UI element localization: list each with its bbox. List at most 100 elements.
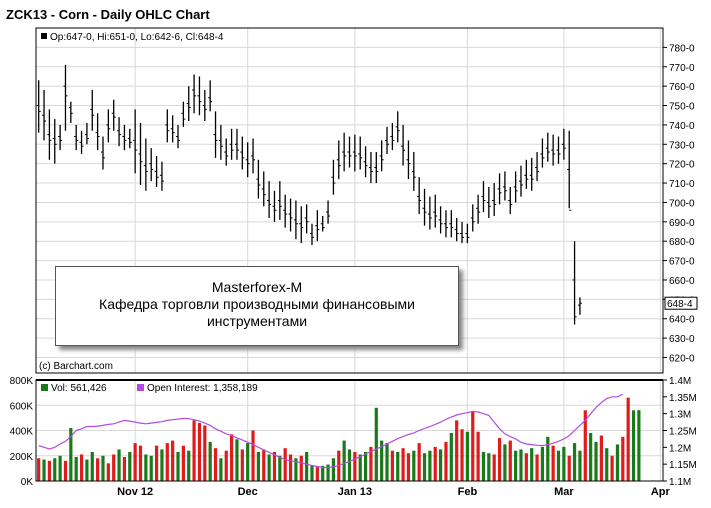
price-tick-label: 780-0 [669,43,695,54]
x-tick-label: Jan 13 [338,486,372,498]
volume-bar [508,440,512,481]
annotation-box: Masterforex-M Кафедра торговли производн… [55,266,459,346]
volume-bar [128,451,132,481]
volume-bar [272,451,277,481]
volume-tick-label: 400K [10,427,34,438]
volume-bar [583,410,587,481]
volume-tick-label: 600K [10,401,34,412]
volume-bar [551,445,555,481]
volume-bar [278,455,282,481]
volume-bar [631,410,636,481]
volume-bar [455,420,459,481]
volume-bar [144,454,148,481]
price-tick-label: 770-0 [669,63,695,74]
volume-bar [610,455,614,481]
volume-bar [492,454,496,481]
volume-bar [138,445,143,481]
volume-bar [69,427,73,481]
last-price-box [664,296,698,310]
volume-bar [476,431,480,481]
volume-bar [305,451,309,481]
volume-bar [385,443,389,481]
annotation-line-1: Masterforex-M [211,279,303,295]
price-tick-label: 660-0 [669,276,695,287]
copyright-label: (c) Barchart.com [39,361,113,372]
x-tick-label: Dec [238,486,258,498]
volume-legend-label: Vol: 561,426 [51,383,107,394]
volume-bar [439,449,443,481]
volume-bar [37,458,41,481]
volume-bar [299,455,303,481]
volume-bar [556,450,561,481]
volume-bar [589,433,593,481]
volume-bar [353,451,357,481]
volume-bar [380,440,384,481]
price-tick-label: 720-0 [669,160,695,171]
volume-bar [417,443,421,481]
volume-bar [219,458,223,481]
volume-bar [181,445,185,481]
volume-bar [187,450,191,481]
volume-bar [578,450,582,481]
volume-bar [567,455,571,481]
volume-bar [213,448,218,481]
volume-bar [96,458,100,481]
volume-bar [283,448,287,481]
volume-bar [267,454,271,481]
price-tick-label: 740-0 [669,121,695,132]
volume-bar [594,441,598,481]
price-tick-label: 690-0 [669,218,695,229]
volume-bar [294,458,298,481]
oi-tick-label: 1.1M [669,477,691,488]
volume-bar [321,465,325,481]
volume-bar [235,439,239,481]
volume-bar [465,431,469,481]
volume-bar [117,449,121,481]
volume-bar [326,464,330,481]
oi-tick-label: 1.35M [669,393,697,404]
volume-bar [63,460,68,481]
volume-bar [251,430,255,481]
oi-tick-label: 1.25M [669,427,697,438]
volume-bar [396,451,400,481]
volume-bar [79,454,84,481]
volume-bar [262,449,266,481]
volume-bar [524,453,528,481]
volume-bar [85,459,89,481]
volume-bar [256,451,260,481]
annotation-line-3: инструментами [206,313,308,329]
price-tick-label: 640-0 [669,315,695,326]
volume-bar [503,444,507,481]
volume-bar [315,467,319,481]
volume-bar [637,410,641,481]
volume-bar [428,450,432,481]
volume-bar [230,434,234,481]
oi-tick-label: 1.4M [669,376,691,387]
volume-bar [224,450,228,481]
volume-bar [58,455,62,481]
volume-bar [535,454,539,481]
volume-bar [331,458,336,481]
price-tick-label: 670-0 [669,257,695,268]
volume-bar [481,451,486,481]
volume-bar [530,448,534,481]
volume-bar [47,460,51,481]
volume-bar [412,450,416,481]
volume-bar [546,436,550,481]
volume-bar [540,446,545,481]
chart-title: ZCK13 - Corn - Daily OHLC Chart [6,7,210,22]
price-tick-label: 630-0 [669,334,695,345]
volume-bar [165,443,169,481]
volume-bar [615,444,620,481]
x-tick-label: Mar [554,486,574,498]
volume-bar [197,422,202,481]
x-tick-label: Apr [651,486,671,498]
volume-bar [133,443,137,481]
price-tick-label: 760-0 [669,82,695,93]
oi-tick-label: 1.3M [669,410,691,421]
price-tick-label: 620-0 [669,353,695,364]
volume-bar [122,457,127,481]
volume-bar [106,463,110,481]
volume-bar [288,454,293,481]
